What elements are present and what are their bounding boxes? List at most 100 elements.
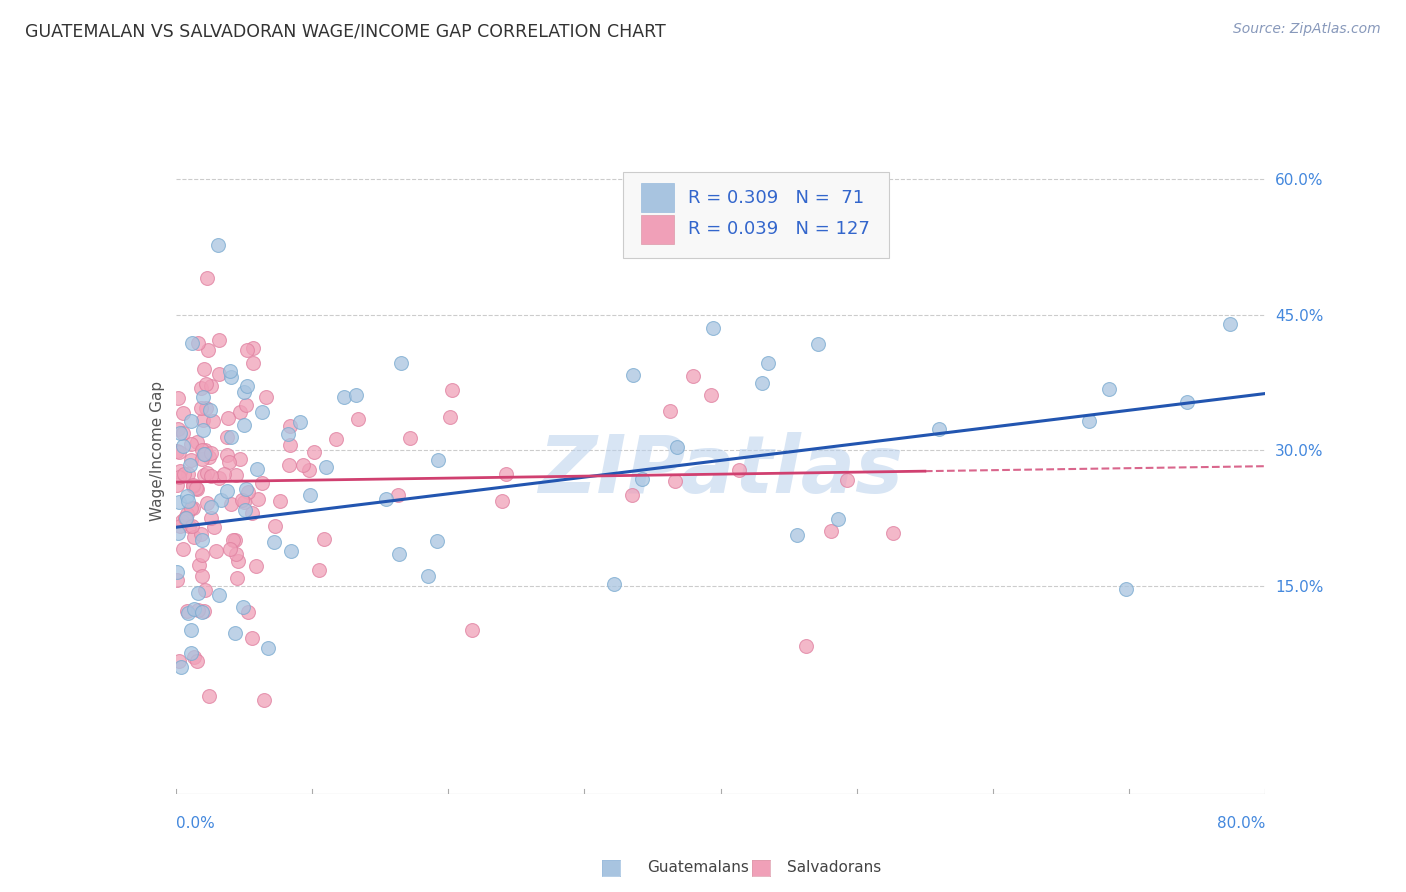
Point [180,646,202,660]
Point [269,493,291,508]
FancyBboxPatch shape [623,172,890,258]
Point [219,369,242,384]
Point [202,519,225,533]
Point [807,337,830,351]
Point [252,693,274,707]
Point [218,455,240,469]
Point [621,488,644,502]
Point [186,434,208,449]
Point [389,356,412,370]
Point [193,467,215,482]
Point [314,532,336,546]
Point [169,519,191,533]
Point [187,335,209,350]
Point [176,507,198,521]
FancyBboxPatch shape [641,215,673,244]
Point [181,519,204,533]
Point [264,518,287,533]
Point [201,414,224,428]
Text: 80.0%: 80.0% [1218,816,1265,831]
Point [439,409,461,424]
Point [246,461,269,475]
Point [277,458,299,472]
Point [621,368,644,383]
Point [1098,382,1121,396]
Point [374,492,396,507]
Text: Source: ZipAtlas.com: Source: ZipAtlas.com [1233,22,1381,37]
Point [176,604,198,618]
Point [682,369,704,384]
Point [207,237,229,252]
Point [172,514,194,528]
Point [1175,394,1198,409]
Point [193,412,215,426]
Point [198,403,221,417]
Point [208,471,231,485]
Point [236,343,259,357]
Point [190,533,212,548]
Point [631,472,654,486]
Point [212,467,235,482]
Point [183,479,205,493]
Point [277,427,299,442]
Point [700,388,723,402]
Point [197,466,219,480]
Point [218,364,240,378]
Point [200,468,222,483]
FancyBboxPatch shape [641,183,673,212]
Point [195,376,218,391]
Y-axis label: Wage/Income Gap: Wage/Income Gap [149,380,165,521]
Point [187,586,209,600]
Point [190,527,212,541]
Point [224,533,246,547]
Point [728,463,751,477]
Point [180,453,202,467]
Point [827,512,849,526]
Point [221,533,243,547]
Point [232,600,254,615]
Point [169,425,191,440]
Point [186,654,208,668]
Point [794,639,817,653]
Point [200,446,222,460]
Point [183,602,205,616]
Point [235,483,257,497]
Point [245,559,267,574]
Point [219,542,242,557]
Point [183,649,205,664]
Point [308,563,330,577]
Point [187,603,209,617]
Point [173,467,195,481]
Point [200,510,222,524]
Point [441,383,464,397]
Point [232,494,254,508]
Point [298,488,321,502]
Point [193,447,215,461]
Point [263,535,285,549]
Point [302,444,325,458]
Point [194,582,217,597]
Point [1078,414,1101,428]
Text: R = 0.039   N = 127: R = 0.039 N = 127 [688,220,870,238]
Point [288,415,311,429]
Point [177,467,200,482]
Point [181,336,204,351]
Point [190,401,212,416]
Point [461,623,484,637]
Point [184,481,207,495]
Point [1115,582,1137,597]
Point [167,525,190,540]
Point [194,443,217,458]
Point [240,506,263,520]
Point [215,430,238,444]
Point [236,484,259,499]
Point [179,458,201,472]
Point [235,379,257,393]
Point [167,655,190,669]
Point [292,458,315,473]
Point [240,632,263,646]
Point [215,483,238,498]
Point [191,452,214,467]
Point [250,405,273,419]
Point [242,355,264,369]
